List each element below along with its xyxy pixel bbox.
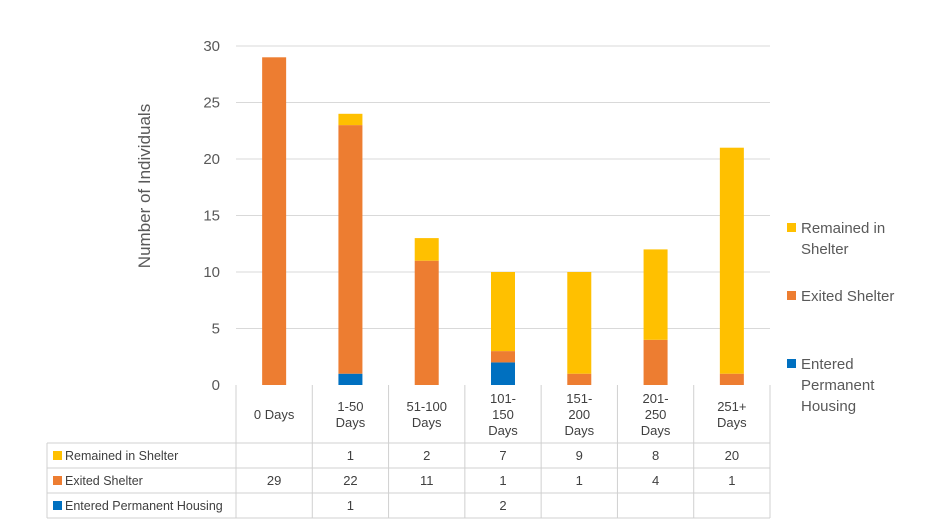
bar-remained-in-shelter-151-200-days [567, 272, 592, 374]
table-value-exited-shelter-0-days: 29 [267, 473, 281, 488]
y-tick-label-15: 15 [203, 208, 220, 225]
x-category-label-101-150-days-line1: 101- [490, 391, 516, 406]
table-value-exited-shelter-251-days: 1 [728, 473, 735, 488]
y-axis-label: Number of Individuals [135, 104, 154, 268]
bar-entered-permanent-housing-1-50-days [338, 373, 363, 385]
bar-remained-in-shelter-1-50-days [338, 113, 363, 126]
bar-exited-shelter-51-100-days [414, 260, 439, 385]
bar-exited-shelter-151-200-days [567, 373, 592, 385]
table-value-remained-in-shelter-1-50-days: 1 [347, 448, 354, 463]
table-value-exited-shelter-51-100-days: 11 [420, 473, 434, 488]
bars [262, 57, 744, 386]
bar-exited-shelter-1-50-days [338, 125, 363, 374]
y-tick-label-10: 10 [203, 264, 220, 281]
gridlines [236, 45, 770, 329]
y-tick-label-25: 25 [203, 95, 220, 112]
bar-remained-in-shelter-51-100-days [414, 238, 439, 261]
legend-swatch-remained [787, 223, 796, 232]
legend-label-entered-line2: Permanent [801, 377, 875, 394]
bar-entered-permanent-housing-101-150-days [491, 362, 515, 385]
x-category-label-1-50-days-line2: Days [336, 415, 366, 430]
table-value-exited-shelter-151-200-days: 1 [576, 473, 583, 488]
x-category-label-51-100-days-line1: 51-100 [406, 399, 446, 414]
data-table: 0 Days1-50Days51-100Days101-150Days151-2… [46, 385, 771, 519]
table-value-exited-shelter-201-250-days: 4 [652, 473, 659, 488]
x-category-label-201-250-days-line3: Days [641, 423, 671, 438]
x-category-label-101-150-days-line2: 150 [492, 407, 514, 422]
bar-exited-shelter-0-days [262, 57, 287, 386]
y-axis: 0 5 10 15 20 25 30 [203, 38, 220, 394]
x-category-label-151-200-days-line2: 200 [568, 407, 590, 422]
y-tick-label-0: 0 [212, 377, 220, 394]
legend-label-entered-line1: Entered [801, 356, 854, 373]
x-category-label-251-days-line1: 251+ [717, 399, 746, 414]
table-value-remained-in-shelter-51-100-days: 2 [423, 448, 430, 463]
table-value-remained-in-shelter-251-days: 20 [725, 448, 739, 463]
legend-label-remained-line1: Remained in [801, 220, 886, 237]
bar-remained-in-shelter-251-days [719, 147, 744, 374]
legend-swatch-entered [787, 359, 796, 368]
legend-label-remained-line2: Shelter [801, 241, 849, 258]
table-value-remained-in-shelter-101-150-days: 7 [499, 448, 506, 463]
x-category-label-1-50-days-line1: 1-50 [337, 399, 363, 414]
bar-exited-shelter-201-250-days [643, 339, 668, 385]
x-category-label-251-days-line2: Days [717, 415, 747, 430]
legend-swatch-exited [787, 291, 796, 300]
legend-label-exited: Exited Shelter [801, 288, 895, 305]
x-category-label-151-200-days-line3: Days [564, 423, 594, 438]
legend-item-entered-permanent-housing: Entered Permanent Housing [787, 354, 927, 417]
table-row-label-entered-permanent-housing: Entered Permanent Housing [65, 499, 223, 513]
table-value-exited-shelter-101-150-days: 1 [499, 473, 506, 488]
table-value-entered-permanent-housing-1-50-days: 1 [347, 498, 354, 513]
table-row-label-remained-in-shelter: Remained in Shelter [65, 449, 178, 463]
x-category-label-201-250-days-line2: 250 [645, 407, 667, 422]
x-category-label-0-days: 0 Days [254, 407, 295, 422]
table-value-remained-in-shelter-151-200-days: 9 [576, 448, 583, 463]
x-category-label-101-150-days-line3: Days [488, 423, 518, 438]
table-swatch-entered-permanent-housing [53, 501, 62, 510]
table-swatch-exited-shelter [53, 476, 62, 485]
table-value-remained-in-shelter-201-250-days: 8 [652, 448, 659, 463]
x-category-label-201-250-days-line1: 201- [643, 391, 669, 406]
bar-remained-in-shelter-201-250-days [643, 249, 668, 340]
table-value-exited-shelter-1-50-days: 22 [343, 473, 357, 488]
y-tick-label-30: 30 [203, 38, 220, 55]
legend-item-exited-shelter: Exited Shelter [787, 286, 927, 307]
y-tick-label-5: 5 [212, 321, 220, 338]
legend-label-entered-line3: Housing [801, 398, 857, 415]
table-row-label-exited-shelter: Exited Shelter [65, 474, 143, 488]
x-category-label-151-200-days-line1: 151- [566, 391, 592, 406]
bar-remained-in-shelter-101-150-days [491, 272, 515, 352]
bar-exited-shelter-101-150-days [491, 351, 515, 363]
bar-exited-shelter-251-days [719, 373, 744, 385]
table-value-entered-permanent-housing-101-150-days: 2 [499, 498, 506, 513]
legend-item-remained-in-shelter: Remained in Shelter [787, 218, 927, 260]
y-tick-label-20: 20 [203, 151, 220, 168]
x-category-label-51-100-days-line2: Days [412, 415, 442, 430]
table-swatch-remained-in-shelter [53, 451, 62, 460]
